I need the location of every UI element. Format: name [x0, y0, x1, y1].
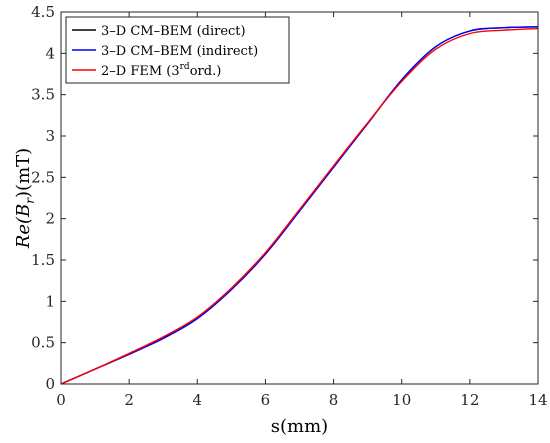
- y-tick-label: 2: [45, 210, 55, 228]
- series-line-2: [60, 26, 539, 385]
- axes-layer: 0 2 4 6 8 10 12 14 0 0.5 1 1.5 2 2.5 3 3.5 4 4.5: [31, 3, 547, 409]
- legend-entry-1: 3–D CM–BEM (direct): [101, 24, 246, 39]
- x-tick-label: 8: [329, 391, 339, 409]
- legend-entry-3: 2–D FEM (3rdord.): [101, 62, 221, 79]
- x-tick-label: 6: [261, 391, 271, 409]
- legend-box: [65, 16, 290, 84]
- x-tick-label: 14: [528, 391, 547, 409]
- x-tick-label: 12: [460, 391, 479, 409]
- x-axis-label: s(mm): [271, 416, 328, 437]
- y-axis-label-subscript: r: [23, 197, 37, 204]
- series-line-3: [60, 27, 539, 385]
- x-tick-label: 0: [56, 391, 66, 409]
- y-tick-label: 4.5: [31, 3, 55, 21]
- legend-entry-2: 3–D CM–BEM (indirect): [101, 44, 258, 59]
- y-tick-label: 1.5: [31, 251, 55, 269]
- y-tick-label: 0.5: [31, 334, 55, 352]
- y-tick-label: 4: [45, 44, 55, 62]
- y-axis-label-prefix: Re(: [13, 216, 34, 249]
- y-axis-label-symbol: B: [13, 204, 34, 218]
- series-layer: [60, 26, 539, 385]
- x-tick-label: 4: [193, 391, 203, 409]
- y-axis-label-suffix: )(mT): [13, 148, 34, 198]
- legend: 3–D CM–BEM (direct) 3–D CM–BEM (indirect)…: [65, 16, 290, 84]
- y-tick-label: 0: [45, 375, 55, 393]
- x-tick-label: 2: [124, 391, 134, 409]
- x-tick-label: 10: [392, 391, 411, 409]
- y-tick-label: 2.5: [31, 168, 55, 186]
- y-tick-label: 1: [45, 292, 55, 310]
- y-axis-label: Re(Br)(mT): [13, 148, 37, 249]
- y-tick-label: 3.5: [31, 86, 55, 104]
- y-tick-label: 3: [45, 127, 55, 145]
- axes-box: [60, 11, 539, 385]
